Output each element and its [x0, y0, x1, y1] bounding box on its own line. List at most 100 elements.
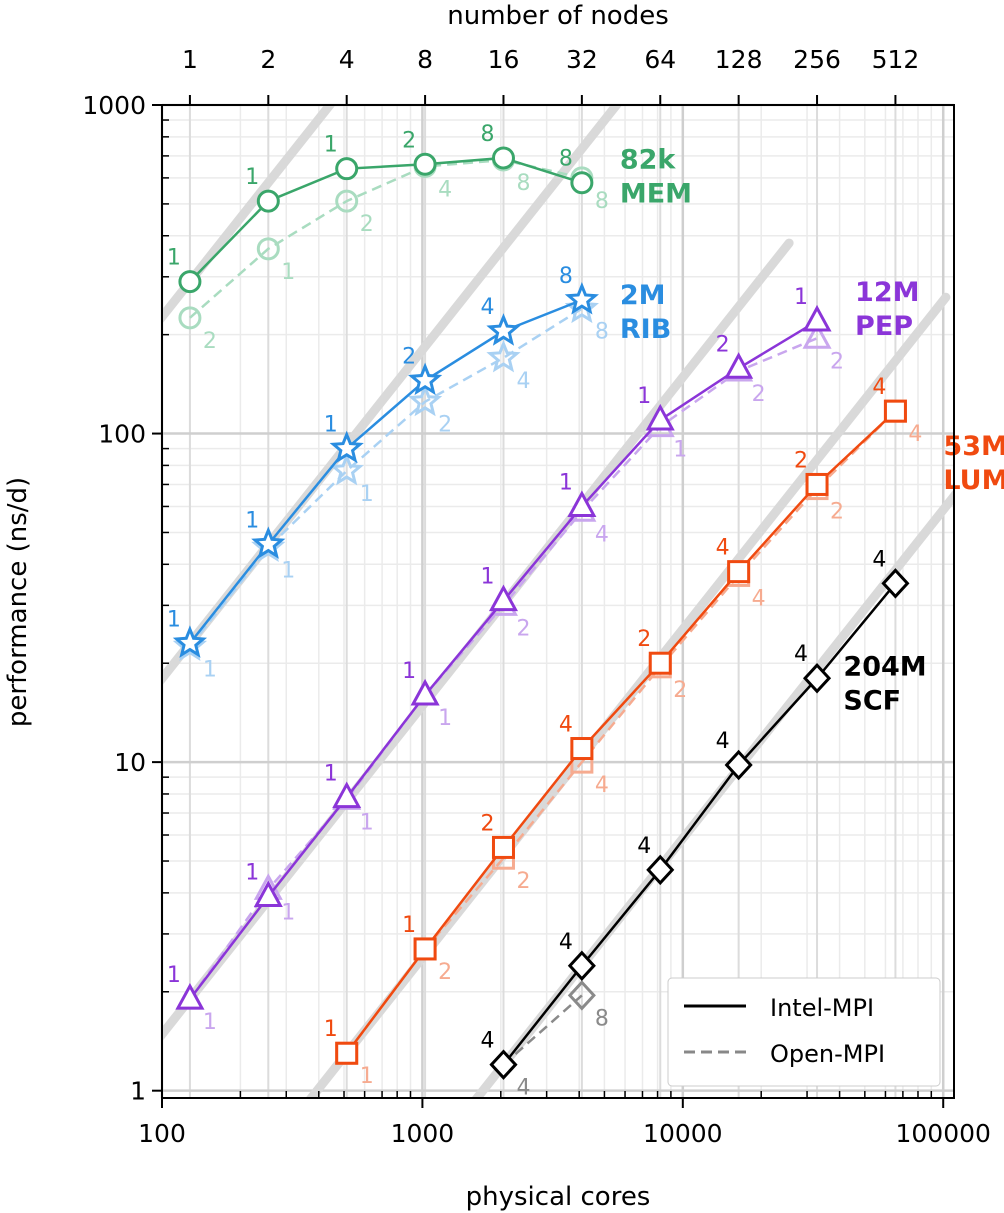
node-count-label-pep-open: 2 [752, 382, 766, 407]
legend-label-open: Open-MPI [770, 1040, 885, 1068]
data-point-rib-intel [251, 526, 286, 559]
system-size-label: 12M [855, 277, 919, 308]
system-name-label: SCF [843, 685, 901, 716]
top-tick-label: 4 [339, 45, 355, 74]
x-tick-label: 10000 [643, 1119, 723, 1148]
data-point-rib-intel [486, 313, 521, 346]
node-count-label-pep-intel: 1 [559, 470, 573, 495]
ideal-scaling-line [162, 105, 336, 325]
node-count-label-pep-intel: 1 [324, 762, 338, 787]
x-tick-label: 100000 [896, 1119, 991, 1148]
data-point-rib-open [329, 452, 364, 486]
node-count-label-mem-intel: 8 [559, 147, 573, 172]
node-count-label-rib-intel: 1 [245, 508, 259, 533]
node-count-label-scf-open: 4 [516, 1076, 530, 1101]
node-count-label-scf-intel: 4 [872, 547, 886, 572]
node-count-label-lum-intel: 4 [559, 713, 573, 738]
node-count-label-pep-intel: 1 [480, 565, 494, 590]
data-point-rib-intel [407, 362, 443, 396]
legend-label-intel: Intel-MPI [770, 994, 874, 1022]
series-line-scf-open [502, 994, 583, 1066]
node-count-label-lum-intel: 2 [480, 811, 494, 836]
data-point-lum-intel [413, 937, 437, 961]
series-line-rib-intel [188, 298, 583, 645]
data-point-mem-intel [335, 157, 359, 181]
data-point-mem-open [178, 306, 202, 330]
node-count-label-lum-intel: 1 [402, 913, 416, 938]
data-point-pep-intel [410, 678, 440, 706]
data-point-lum-intel [727, 560, 751, 584]
node-count-label-rib-intel: 8 [559, 264, 573, 289]
series-layer [172, 146, 910, 1080]
node-count-label-rib-intel: 1 [167, 607, 181, 632]
data-point-scf-intel [489, 1049, 518, 1080]
data-point-rib-intel [172, 625, 208, 658]
node-count-label-lum-intel: 2 [637, 627, 651, 652]
y-tick-label: 1 [130, 1077, 146, 1106]
node-count-label-pep-intel: 2 [716, 332, 730, 357]
node-count-label-lum-open: 2 [830, 500, 844, 525]
node-count-label-mem-open: 8 [595, 189, 609, 214]
y-axis-label: performance (ns/d) [3, 477, 33, 727]
series-line-rib-open [188, 307, 583, 648]
node-count-label-lum-intel: 1 [324, 1017, 338, 1042]
data-point-scf-intel [724, 749, 753, 781]
series-line-lum-intel [345, 410, 897, 1054]
node-count-label-mem-open: 4 [438, 177, 452, 202]
series-line-mem-intel [189, 156, 583, 283]
data-point-mem-intel [413, 152, 437, 176]
data-point-lum-intel [805, 472, 829, 496]
node-count-label-pep-intel: 1 [637, 384, 651, 409]
node-count-label-lum-open: 2 [516, 869, 530, 894]
node-count-label-lum-open: 2 [438, 960, 452, 985]
top-tick-label: 1 [182, 45, 198, 74]
node-count-label-rib-intel: 1 [324, 413, 338, 438]
data-point-lum-intel [883, 399, 907, 423]
node-count-label-mem-open: 2 [360, 212, 374, 237]
data-point-rib-open [407, 383, 443, 417]
node-count-label-lum-open: 4 [595, 773, 609, 798]
data-point-pep-open [802, 322, 832, 349]
node-count-label-lum-open: 2 [673, 678, 687, 703]
node-count-label-lum-intel: 4 [716, 536, 730, 561]
top-tick-label: 512 [872, 45, 920, 74]
data-point-scf-intel [646, 854, 675, 886]
node-count-label-scf-intel: 4 [480, 1029, 494, 1054]
data-point-lum-intel [570, 737, 594, 761]
node-count-label-rib-open: 1 [360, 482, 374, 507]
system-name-label: RIB [620, 314, 671, 345]
data-point-pep-intel [802, 304, 832, 332]
system-name-label: PEP [855, 311, 913, 342]
data-point-mem-open [335, 189, 359, 213]
data-point-rib-open [486, 339, 521, 373]
node-count-label-rib-open: 1 [203, 657, 217, 682]
x-tick-label: 100 [138, 1119, 186, 1148]
node-count-label-scf-intel: 4 [794, 642, 808, 667]
data-point-rib-intel [564, 281, 599, 315]
node-count-label-pep-open: 1 [360, 810, 374, 835]
node-count-label-pep-open: 1 [438, 706, 452, 731]
node-count-label-pep-intel: 1 [402, 659, 416, 684]
y-tick-label: 10 [114, 748, 146, 777]
data-point-rib-intel [329, 430, 364, 464]
x-axis-label: physical cores [466, 1182, 651, 1212]
system-size-label: 2M [620, 280, 666, 311]
data-point-lum-intel [335, 1041, 359, 1065]
data-point-pep-intel [175, 982, 205, 1010]
node-count-label-lum-open: 1 [360, 1064, 374, 1089]
data-point-pep-intel [645, 403, 675, 431]
node-count-label-rib-open: 1 [281, 559, 295, 584]
top-tick-label: 256 [793, 45, 841, 74]
node-count-label-rib-intel: 4 [480, 295, 494, 320]
data-point-pep-intel [253, 880, 283, 907]
series-line-scf-intel [502, 582, 897, 1066]
node-count-label-pep-open: 1 [203, 1010, 217, 1035]
data-point-pep-intel [567, 490, 597, 517]
data-point-pep-intel [488, 584, 519, 612]
top-tick-label: 32 [566, 45, 598, 74]
node-count-label-scf-intel: 4 [559, 930, 573, 955]
node-count-label-mem-intel: 1 [324, 133, 338, 158]
top-tick-label: 128 [715, 45, 763, 74]
plot-frame [161, 104, 955, 1099]
